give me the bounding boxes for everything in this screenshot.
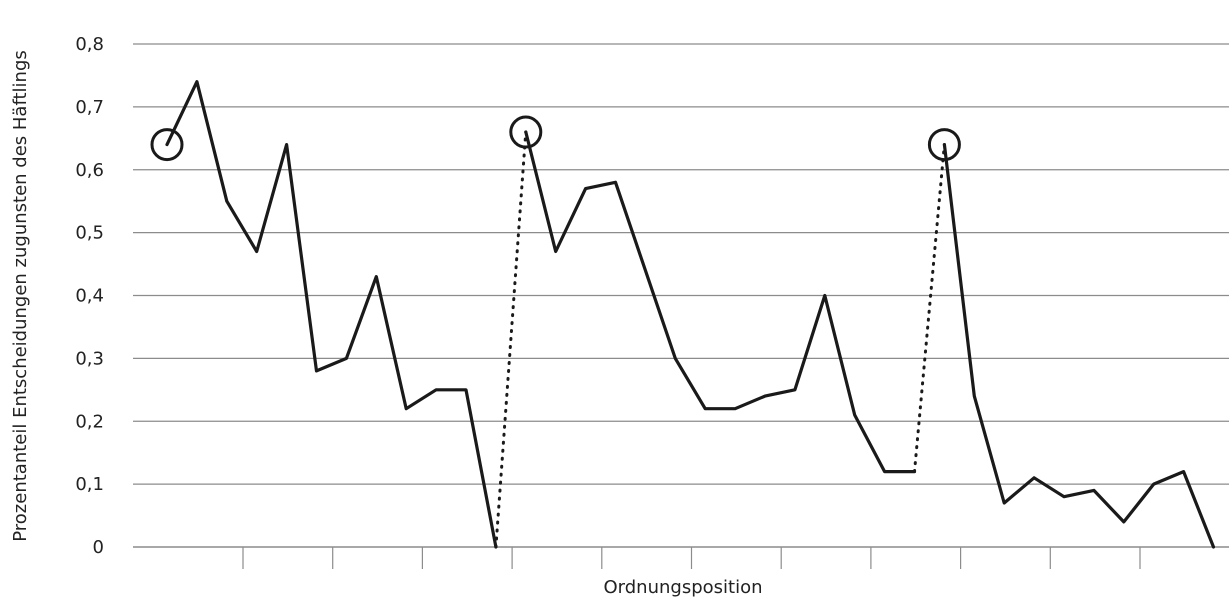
y-tick-labels: 0 0,1 0,2 0,3 0,4 0,5 0,6 0,7 0,8 <box>75 34 104 558</box>
x-ticks <box>242 547 1141 569</box>
y-tick-label: 0,6 <box>75 160 104 181</box>
y-tick-label: 0,3 <box>75 348 104 369</box>
dotted-connector-2 <box>913 143 946 474</box>
gridlines <box>133 43 1229 485</box>
series-line-segment-3 <box>942 143 1216 549</box>
circled-point-2 <box>509 115 543 149</box>
y-tick-label: 0,8 <box>75 34 104 55</box>
series-lines <box>165 80 1216 549</box>
y-tick-label: 0 <box>93 537 104 558</box>
series-line-segment-1 <box>165 80 498 549</box>
dotted-connectors <box>494 130 946 549</box>
x-axis-title: Ordnungsposition <box>603 577 762 598</box>
series-line-segment-2 <box>524 130 917 474</box>
y-tick-label: 0,2 <box>75 411 104 432</box>
y-tick-label: 0,7 <box>75 97 104 118</box>
circled-point-1 <box>150 128 184 162</box>
y-tick-label: 0,4 <box>75 286 104 307</box>
dotted-connector-1 <box>494 130 528 549</box>
y-tick-label: 0,1 <box>75 474 104 495</box>
circled-point-3 <box>927 128 961 162</box>
y-tick-label: 0,5 <box>75 223 104 244</box>
circled-points <box>150 115 961 162</box>
y-axis-title: Prozentanteil Entscheidungen zugunsten d… <box>10 50 31 542</box>
